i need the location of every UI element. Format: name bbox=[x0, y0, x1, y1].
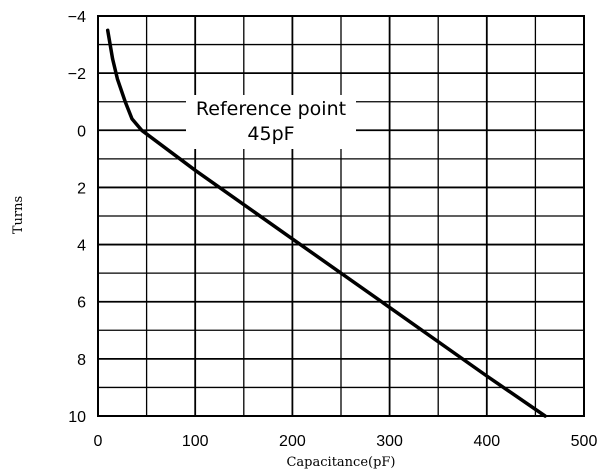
annotation-reference-point: Reference point bbox=[196, 98, 346, 120]
y-tick-labels: −4 −2 0 2 4 6 8 10 bbox=[68, 9, 86, 426]
x-tick-label: 500 bbox=[571, 433, 598, 450]
plot-frame bbox=[97, 15, 585, 417]
x-tick-label: 400 bbox=[473, 433, 500, 450]
y-tick-label: 8 bbox=[77, 352, 86, 369]
x-tick-label: 0 bbox=[94, 433, 103, 450]
y-tick-label: 6 bbox=[77, 295, 86, 312]
y-tick-label: 4 bbox=[77, 238, 86, 255]
y-tick-label: −4 bbox=[68, 9, 86, 26]
y-tick-label: 10 bbox=[68, 409, 86, 426]
annotation-background bbox=[186, 95, 356, 149]
y-tick-label: −2 bbox=[68, 66, 86, 83]
x-tick-label: 300 bbox=[376, 433, 403, 450]
x-tick-label: 100 bbox=[182, 433, 209, 450]
series-line bbox=[105, 28, 547, 418]
x-tick-labels: 0 100 200 300 400 500 bbox=[94, 433, 598, 450]
annotation-reference-value: 45pF bbox=[247, 123, 294, 145]
y-axis-title: Turns bbox=[11, 196, 26, 234]
y-tick-label: 2 bbox=[77, 180, 86, 197]
minor-gridlines bbox=[98, 16, 584, 416]
x-axis-title: Capacitance(pF) bbox=[286, 455, 395, 470]
x-tick-label: 200 bbox=[279, 433, 306, 450]
y-tick-label: 0 bbox=[77, 123, 86, 140]
